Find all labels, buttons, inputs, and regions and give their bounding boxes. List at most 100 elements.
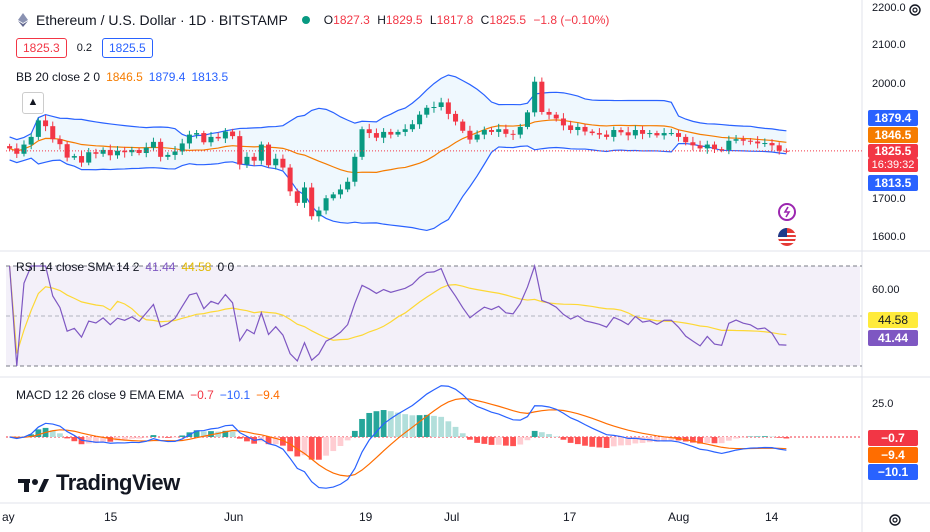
candle-body [373,133,379,138]
lightning-event-icon[interactable] [778,203,796,221]
macd-histogram-bar [222,430,229,437]
candle-body [532,81,538,113]
candle-body [755,141,761,144]
candle-body [158,141,164,157]
macd-histogram-bar [625,437,632,446]
ohlc-values: O1827.3 H1829.5 L1817.8 C1825.5 −1.8 (−0… [323,13,610,27]
candle-body [28,136,34,145]
macd-hist-tag: −0.7 [868,430,918,446]
candle-body [719,149,725,151]
macd-histogram-bar [387,411,394,437]
candle-body [215,136,221,139]
candle-body [64,144,70,158]
candle-body [309,187,315,217]
macd-histogram-bar [373,411,380,437]
settings-gear-icon[interactable] [888,513,902,527]
collapse-up-icon[interactable]: ▲ [22,92,44,114]
candle-body [546,111,552,115]
macd-histogram-bar [560,437,567,440]
candle-body [323,198,329,211]
macd-histogram-bar [366,412,373,437]
candle-body [93,152,99,154]
candle-body [683,136,689,143]
candle-body [596,133,602,135]
candle-body [251,156,257,161]
price-tick: 2200.0 [872,2,906,14]
candle-body [575,126,581,130]
candle-body [381,131,387,138]
settings-corner-icon[interactable] [908,3,922,17]
price-tick: 2100.0 [872,39,906,51]
candle-body [258,144,264,161]
time-tick: 19 [359,510,373,524]
candle-body [625,132,631,136]
candle-body [445,102,451,114]
macd-histogram-bar [57,433,63,437]
candle-body [194,133,200,135]
macd-histogram-bar [474,437,480,443]
candle-body [143,147,149,153]
macd-histogram-bar [711,437,718,444]
macd-histogram-bar [229,431,236,437]
candle-body [539,81,545,112]
symbol-title[interactable]: Ethereum / U.S. Dollar · 1D · BITSTAMP [36,12,288,28]
macd-histogram-bar [596,437,603,448]
candle-body [71,156,77,158]
macd-histogram-bar [459,433,466,437]
macd-histogram-bar [337,437,344,447]
candle-body [496,129,502,132]
candle-body [560,118,566,126]
time-tick: Aug [668,510,690,524]
time-tick: 14 [765,510,779,524]
time-tick: ay [2,510,15,524]
macd-histogram-bar [445,421,452,437]
candle-body [287,167,293,192]
rsi-label[interactable]: RSI 14 close SMA 14 2 [16,260,140,274]
macd-label[interactable]: MACD 12 26 close 9 EMA EMA [16,388,185,402]
candle-body [697,145,703,149]
candle-body [488,130,495,132]
macd-histogram-bar [208,431,214,437]
time-tick: 17 [563,510,577,524]
sell-button[interactable]: 1825.3 [16,38,67,58]
candle-body [733,139,739,141]
candle-body [704,144,710,149]
bb-basis-tag: 1846.5 [868,127,918,143]
macd-histogram-bar [503,437,509,446]
rsi-extra: 0 0 [217,260,235,274]
macd-histogram-bar [423,414,430,437]
candle-body [654,133,660,136]
macd-histogram-bar [610,437,617,447]
candle-body [582,126,588,132]
macd-histogram-bar [661,437,668,442]
macd-histogram-bar [603,437,610,448]
macd-histogram-bar [244,437,250,442]
us-flag-event-icon[interactable] [778,228,796,246]
time-tick: Jun [224,510,244,524]
macd-histogram-bar [136,437,142,439]
macd-histogram-bar [409,415,416,437]
candle-body [769,143,775,146]
macd-value: −10.1 [219,388,251,402]
macd-histogram-bar [553,436,560,437]
candle-body [280,158,286,168]
macd-histogram-bar [776,437,783,438]
macd-histogram-bar [308,437,315,460]
candle-body [640,130,646,134]
macd-histogram-bar [107,437,114,442]
buy-button[interactable]: 1825.5 [102,38,153,58]
bb-basis-value: 1846.5 [106,70,143,84]
macd-tag: −10.1 [868,464,918,480]
bb-label[interactable]: BB 20 close 2 0 [16,70,101,84]
bb-upper-tag: 1879.4 [868,110,918,126]
price-tick: 1600.0 [872,231,906,243]
macd-histogram-bar [280,437,286,446]
candle-body [517,126,523,135]
bb-lower-tag: 1813.5 [868,175,918,191]
candle-body [86,152,92,163]
candle-body [208,136,214,143]
candle-body [503,129,509,134]
candle-body [424,107,430,115]
candle-body [467,130,473,140]
